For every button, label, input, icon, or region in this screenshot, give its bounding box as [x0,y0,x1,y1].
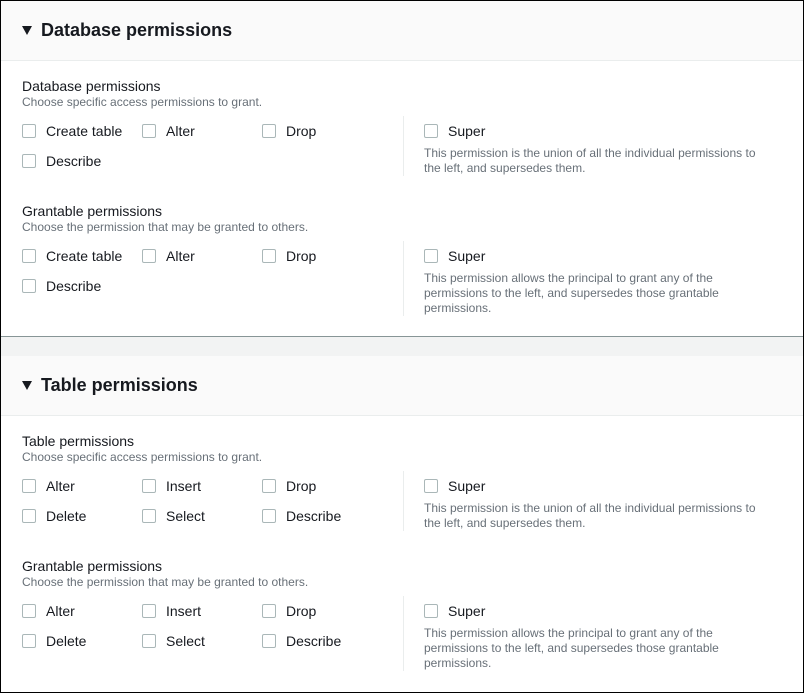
checkbox-box[interactable] [142,479,156,493]
checkbox-box[interactable] [22,509,36,523]
checkbox-label: Drop [286,123,317,139]
checkbox-drop[interactable]: Drop [262,116,382,146]
checkbox-label: Drop [286,603,317,619]
group-title: Grantable permissions [22,558,163,574]
checkbox-box[interactable] [22,604,36,618]
checkbox-label: Insert [166,478,202,494]
checkbox-box[interactable] [262,509,276,523]
checkbox-create-table[interactable]: Create table [22,116,142,146]
checkbox-label: Delete [46,508,87,524]
checkbox-alter[interactable]: Alter [22,596,142,626]
checkbox-label: Drop [286,478,317,494]
checkbox-box[interactable] [424,604,438,618]
checkbox-label: Super [448,248,486,264]
checkbox-insert[interactable]: Insert [142,596,262,626]
section-title: Database permissions [41,20,233,40]
checkbox-label: Alter [46,603,75,619]
group-title: Table permissions [22,433,135,449]
checkbox-label: Describe [46,153,102,169]
permission-group: Database permissions Choose specific acc… [22,78,803,176]
checkbox-box[interactable] [262,479,276,493]
section-toggle[interactable]: Table permissions [1,356,803,416]
caret-down-icon [22,26,32,35]
checkbox-box[interactable] [142,509,156,523]
group-subtitle: Choose the permission that may be grante… [22,220,309,234]
checkbox-box[interactable] [142,604,156,618]
section-table-permissions: Table permissions Table permissions Choo… [1,356,803,691]
group-title: Database permissions [22,78,161,94]
checkbox-box[interactable] [22,634,36,648]
checkbox-describe[interactable]: Describe [22,271,142,301]
checkbox-drop[interactable]: Drop [262,241,382,271]
checkbox-describe[interactable]: Describe [262,501,382,531]
checkbox-box[interactable] [424,249,438,263]
permission-group: Grantable permissions Choose the permiss… [22,558,803,671]
checkbox-box[interactable] [142,249,156,263]
checkbox-label: Create table [46,123,123,139]
checkbox-box[interactable] [142,124,156,138]
group-subtitle: Choose specific access permissions to gr… [22,95,263,109]
checkbox-insert[interactable]: Insert [142,471,262,501]
checkbox-label: Describe [286,633,342,649]
checkbox-label: Delete [46,633,87,649]
checkbox-box[interactable] [22,279,36,293]
checkbox-alter[interactable]: Alter [22,471,142,501]
checkbox-label: Insert [166,603,202,619]
checkbox-create-table[interactable]: Create table [22,241,142,271]
checkbox-alter[interactable]: Alter [142,241,262,271]
checkbox-describe[interactable]: Describe [22,146,142,176]
checkbox-describe[interactable]: Describe [262,626,382,656]
super-description: This permission allows the principal to … [424,271,719,315]
group-subtitle: Choose specific access permissions to gr… [22,450,263,464]
checkbox-drop[interactable]: Drop [262,471,382,501]
checkbox-super[interactable]: Super [424,116,544,146]
checkbox-box[interactable] [262,249,276,263]
section-divider [1,336,803,356]
checkbox-label: Alter [166,123,195,139]
group-subtitle: Choose the permission that may be grante… [22,575,309,589]
super-description: This permission is the union of all the … [424,146,756,175]
checkbox-box[interactable] [424,124,438,138]
checkbox-super[interactable]: Super [424,241,544,271]
group-title: Grantable permissions [22,203,163,219]
section-title: Table permissions [41,375,198,395]
checkbox-box[interactable] [22,249,36,263]
checkbox-box[interactable] [262,634,276,648]
checkbox-label: Select [166,633,205,649]
checkbox-alter[interactable]: Alter [142,116,262,146]
checkbox-box[interactable] [262,604,276,618]
checkbox-super[interactable]: Super [424,471,544,501]
checkbox-label: Super [448,478,486,494]
checkbox-box[interactable] [142,634,156,648]
checkbox-select[interactable]: Select [142,626,262,656]
super-description: This permission allows the principal to … [424,626,719,670]
checkbox-box[interactable] [424,479,438,493]
checkbox-label: Describe [286,508,342,524]
checkbox-box[interactable] [22,124,36,138]
checkbox-label: Create table [46,248,123,264]
checkbox-label: Super [448,603,486,619]
super-description: This permission is the union of all the … [424,501,756,530]
checkbox-select[interactable]: Select [142,501,262,531]
checkbox-delete[interactable]: Delete [22,626,142,656]
checkbox-label: Select [166,508,205,524]
permission-group: Table permissions Choose specific access… [22,433,803,531]
section-toggle[interactable]: Database permissions [1,1,803,61]
checkbox-box[interactable] [22,154,36,168]
checkbox-label: Describe [46,278,102,294]
caret-down-icon [22,381,32,390]
checkbox-box[interactable] [262,124,276,138]
section-database-permissions: Database permissions Database permission… [1,1,803,336]
checkbox-label: Drop [286,248,317,264]
checkbox-label: Alter [46,478,75,494]
checkbox-box[interactable] [22,479,36,493]
checkbox-label: Alter [166,248,195,264]
checkbox-label: Super [448,123,486,139]
checkbox-delete[interactable]: Delete [22,501,142,531]
checkbox-drop[interactable]: Drop [262,596,382,626]
checkbox-super[interactable]: Super [424,596,544,626]
permission-group: Grantable permissions Choose the permiss… [22,203,803,316]
